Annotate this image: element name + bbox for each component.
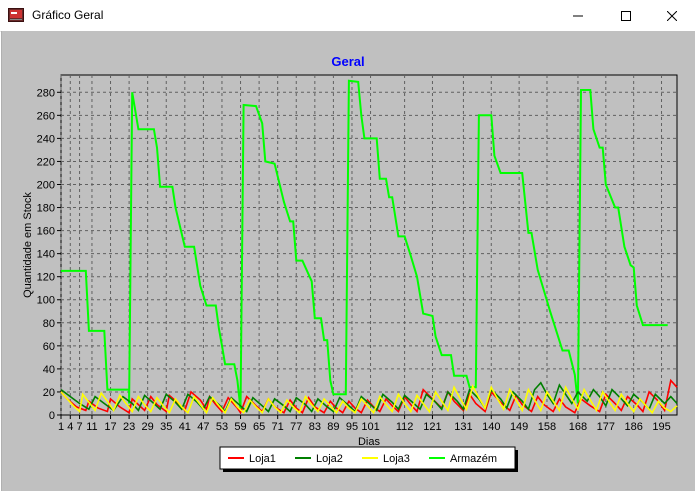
y-tick-label: 280 <box>37 87 55 99</box>
x-tick-label: 112 <box>396 421 414 433</box>
maximize-icon <box>621 10 631 21</box>
x-tick-label: 41 <box>179 421 191 433</box>
x-tick-label: 7 <box>77 421 83 433</box>
y-tick-label: 140 <box>37 249 55 261</box>
x-tick-label: 65 <box>253 421 265 433</box>
x-tick-label: 4 <box>67 421 73 433</box>
minimize-button[interactable] <box>555 0 601 31</box>
y-tick-label: 40 <box>43 364 55 376</box>
series-line-loja1 <box>60 378 678 415</box>
y-tick-label: 240 <box>37 133 55 145</box>
x-tick-label: 149 <box>510 421 528 433</box>
x-axis: 1 4 7 11 17 23 29 35 41 47 53 59 65 71 77 83 89 95 101 112 1… <box>58 415 671 433</box>
series-group <box>60 79 678 415</box>
plot-area <box>60 74 678 416</box>
x-tick-label: 35 <box>160 421 172 433</box>
x-tick-label: 177 <box>597 421 615 433</box>
x-axis-label: Dias <box>358 436 381 448</box>
x-tick-label: 59 <box>234 421 246 433</box>
y-tick-label: 220 <box>37 156 55 168</box>
close-button[interactable] <box>649 0 695 31</box>
series-line-loja3 <box>60 384 678 415</box>
x-tick-label: 131 <box>454 421 472 433</box>
x-tick-label: 83 <box>309 421 321 433</box>
legend-label-loja1: Loja1 <box>249 453 276 465</box>
x-tick-label: 158 <box>538 421 556 433</box>
y-tick-label: 100 <box>37 295 55 307</box>
y-tick-label: 60 <box>43 341 55 353</box>
legend-label-loja3: Loja3 <box>383 453 410 465</box>
legend-label-loja2: Loja2 <box>316 453 343 465</box>
x-tick-label: 168 <box>569 421 587 433</box>
y-tick-label: 180 <box>37 203 55 215</box>
x-tick-label: 101 <box>361 421 379 433</box>
maximize-button[interactable] <box>603 0 649 31</box>
window-title: Gráfico Geral <box>32 8 104 22</box>
x-tick-label: 121 <box>423 421 441 433</box>
y-tick-label: 80 <box>43 318 55 330</box>
x-tick-label: 186 <box>624 421 642 433</box>
chart: Geral 0 20 40 60 80 100 120 140 160 180 200 220 240 2… <box>22 54 678 472</box>
x-tick-label: 53 <box>216 421 228 433</box>
app-icon <box>8 8 24 22</box>
x-tick-label: 89 <box>327 421 339 433</box>
close-icon <box>667 10 677 21</box>
y-tick-label: 200 <box>37 179 55 191</box>
y-tick-label: 160 <box>37 226 55 238</box>
legend-label-armazem: Armazém <box>450 453 497 465</box>
minimize-icon <box>573 15 583 16</box>
x-tick-label: 17 <box>104 421 116 433</box>
series-line-loja2 <box>60 381 678 413</box>
title-bar[interactable]: Gráfico Geral <box>0 0 695 32</box>
x-tick-label: 29 <box>142 421 154 433</box>
x-tick-label: 77 <box>290 421 302 433</box>
x-tick-label: 23 <box>123 421 135 433</box>
x-tick-label: 11 <box>86 421 97 433</box>
x-tick-label: 195 <box>652 421 670 433</box>
y-axis-label: Quantidade em Stock <box>22 192 34 298</box>
x-tick-label: 1 <box>58 421 64 433</box>
x-tick-label: 47 <box>197 421 209 433</box>
y-tick-label: 120 <box>37 272 55 284</box>
y-tick-label: 260 <box>37 110 55 122</box>
y-tick-label: 0 <box>49 410 55 422</box>
chart-title: Geral <box>331 54 364 69</box>
y-tick-label: 20 <box>43 387 55 399</box>
series-line-armazem <box>61 79 668 410</box>
legend: Loja1 Loja2 Loja3 Armazém <box>219 446 518 472</box>
x-tick-label: 140 <box>482 421 500 433</box>
x-tick-label: 71 <box>272 421 284 433</box>
x-tick-label: 95 <box>346 421 358 433</box>
y-axis: 0 20 40 60 80 100 120 140 160 180 200 220 240 260 280 <box>37 87 61 422</box>
